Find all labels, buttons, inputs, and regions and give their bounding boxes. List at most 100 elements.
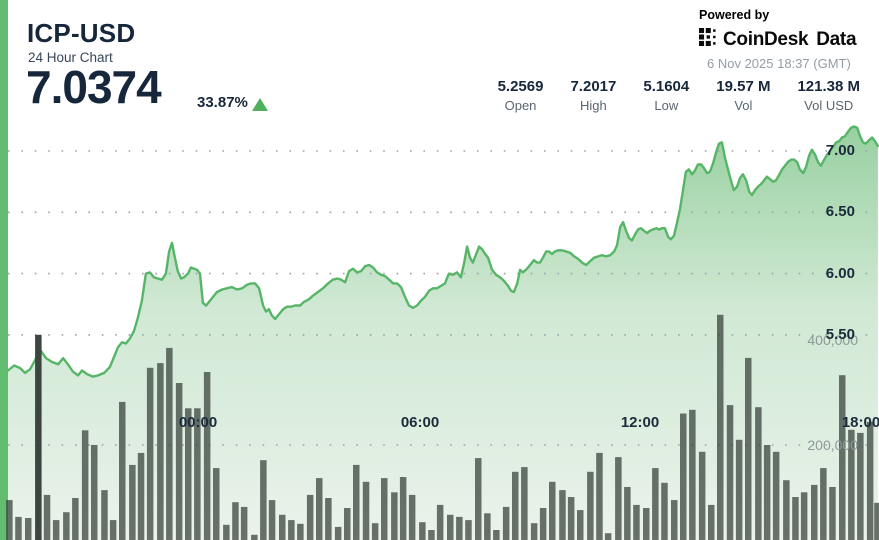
high-value: 7.2017	[570, 78, 617, 95]
volume-usd-label: Vol USD	[804, 98, 854, 113]
volume-bar	[615, 457, 622, 540]
volume-bar	[521, 467, 528, 540]
low-label: Low	[654, 98, 679, 113]
volume-bar	[175, 383, 183, 540]
volume-bar	[109, 520, 117, 540]
volume-bar	[745, 357, 752, 540]
volume-bar	[15, 516, 22, 540]
volume-bar	[755, 407, 762, 540]
volume-bar	[436, 504, 444, 540]
volume-bar	[194, 408, 201, 540]
volume-bar	[475, 458, 482, 540]
volume-bar	[456, 516, 463, 540]
volume-bar	[101, 490, 108, 540]
volume-bar	[371, 523, 379, 540]
volume-bar	[502, 506, 510, 540]
volume-bar	[783, 480, 790, 540]
volume-bar	[268, 500, 276, 540]
volume-bar	[91, 445, 98, 540]
volume-bar	[735, 439, 743, 540]
volume-bar	[512, 471, 519, 540]
last-price: 7.0374	[26, 61, 162, 113]
volume-bar	[119, 401, 126, 540]
volume-usd-value: 121.38 M	[797, 78, 860, 95]
volume-bar	[362, 481, 370, 540]
volume-bar	[72, 498, 79, 540]
volume-bar	[493, 530, 500, 540]
volume-bar	[643, 508, 650, 540]
volume-bar	[428, 530, 435, 540]
volume-bar	[530, 523, 538, 540]
stat-low: 5.1604 Low	[643, 78, 689, 113]
volume-bar	[306, 494, 314, 540]
stat-volume-usd: 121.38 M Vol USD	[797, 78, 860, 113]
volume-bar	[829, 487, 836, 540]
volume-bar	[848, 429, 855, 540]
volume-bar	[800, 492, 808, 540]
volume-bar	[6, 500, 13, 540]
volume-bar	[297, 523, 304, 540]
volume-bar	[232, 502, 239, 540]
volume-bar	[185, 408, 192, 540]
volume-bar	[213, 468, 220, 540]
accent-bar	[0, 0, 8, 540]
volume-bar	[279, 514, 286, 540]
volume-bar	[25, 518, 32, 540]
volume-bar	[539, 508, 547, 540]
volume-bar	[839, 375, 846, 540]
volume-bar	[146, 367, 154, 540]
change-percent: 33.87%	[197, 94, 248, 111]
coindesk-logo-icon	[699, 28, 717, 51]
volume-bar	[353, 464, 360, 540]
volume-bar	[223, 524, 230, 540]
volume-bar	[391, 492, 398, 540]
stat-open: 5.2569 Open	[498, 78, 544, 113]
timestamp: 6 Nov 2025 18:37 (GMT)	[707, 56, 851, 71]
volume-bar	[240, 506, 248, 540]
volume-bar	[344, 508, 351, 540]
stats-row: 5.2569 Open 7.2017 High 5.1604 Low 19.57…	[498, 78, 860, 113]
volume-bar	[166, 347, 173, 540]
volume-bar	[587, 471, 594, 540]
volume-bar	[43, 494, 51, 540]
volume-bar	[726, 405, 734, 540]
volume-bar	[604, 533, 612, 540]
volume-bar	[288, 520, 295, 540]
brand-coindesk: CoinDesk	[723, 28, 809, 50]
volume-bar	[811, 484, 818, 540]
volume-bar	[63, 512, 70, 540]
volume-bar	[717, 314, 724, 540]
volume-bar	[820, 468, 827, 540]
stat-high: 7.2017 High	[570, 78, 616, 113]
volume-bar	[857, 432, 864, 540]
volume-bar	[381, 478, 388, 540]
volume-bar	[633, 504, 640, 540]
volume-value: 19.57 M	[716, 78, 771, 95]
volume-bar	[465, 520, 472, 540]
chart-subtitle: 24 Hour Chart	[28, 50, 113, 65]
volume-bar	[260, 460, 267, 540]
volume-bar	[559, 490, 566, 540]
volume-bar	[792, 497, 799, 540]
volume-bar	[624, 487, 631, 540]
attribution-block: Powered by CoinDes	[699, 8, 879, 71]
volume-bar	[81, 430, 89, 540]
volume-bar	[652, 468, 659, 540]
brand-data: Data	[816, 28, 857, 50]
volume-bar	[35, 334, 42, 540]
powered-by-label: Powered by	[699, 8, 770, 22]
volume-bar	[419, 522, 426, 540]
volume-bar	[567, 497, 575, 540]
volume-bar	[129, 464, 136, 540]
coindesk-logo[interactable]: CoinDesk Data	[699, 28, 879, 51]
price-line	[6, 125, 879, 378]
volume-bar	[408, 494, 416, 540]
volume-bar	[596, 452, 603, 540]
volume-bar	[671, 500, 678, 540]
volume-bar	[137, 452, 145, 540]
volume-bar	[549, 481, 556, 540]
up-arrow-icon	[252, 98, 268, 111]
volume-bar	[866, 421, 874, 540]
